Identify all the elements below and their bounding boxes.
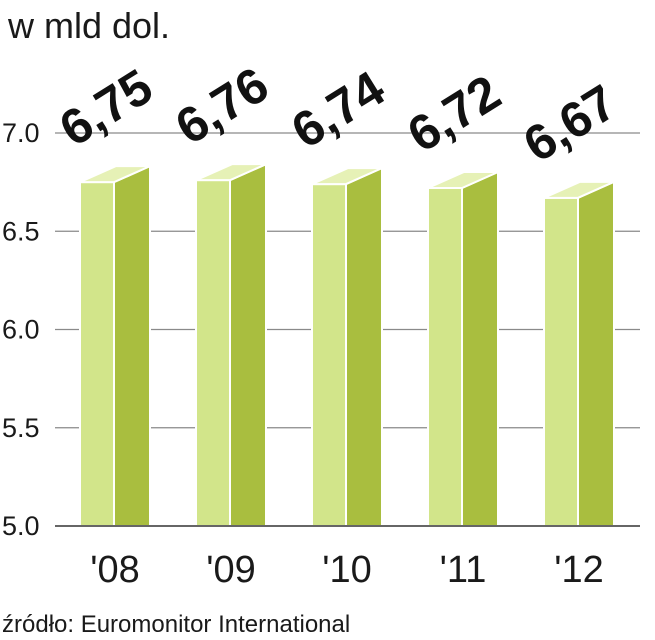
bar-side-face [461,170,499,527]
bar-side-face [113,164,151,527]
bar-front-face [79,181,115,527]
bar-top-face [195,163,267,182]
bar-side-face [345,166,383,527]
source-note: źródło: Euromonitor International [2,611,350,638]
x-tick-label: '11 [440,549,487,591]
bar [79,164,151,527]
bar-top-face [427,171,499,190]
bar-front-face [543,196,579,527]
bar-front-face [195,179,231,527]
y-axis-ticks: 7.0 6.5 6.0 5.5 5.0 [2,118,40,541]
y-tick-label: 6.5 [2,216,40,246]
data-label: 6,76 [166,56,278,155]
data-label: 6,72 [398,64,510,163]
x-tick-label: '10 [322,549,372,591]
bar-front-face [311,183,347,527]
bar [195,162,267,527]
x-axis-ticks: '08 '09 '10 '11 '12 [90,549,604,591]
bar [543,180,615,527]
data-label: 6,74 [282,60,394,159]
bars [79,162,615,527]
data-label: 6,75 [50,58,162,157]
bar-front-face [427,187,463,527]
x-tick-label: '08 [90,549,140,591]
bar-top-face [311,167,383,186]
bar-side-face [229,162,267,527]
bar-side-face [577,180,615,527]
x-tick-label: '12 [554,549,604,591]
y-tick-label: 5.0 [2,511,40,541]
y-tick-label: 5.5 [2,413,40,443]
bar [427,170,499,527]
unit-label: w mld dol. [7,5,170,46]
data-label: 6,67 [514,74,626,173]
bar [311,166,383,527]
y-tick-label: 6.0 [2,315,40,345]
y-tick-label: 7.0 [2,118,40,148]
x-tick-label: '09 [206,549,256,591]
data-labels: 6,75 6,76 6,74 6,72 6,67 [50,56,626,173]
bar-top-face [79,165,151,184]
bar-top-face [543,180,615,199]
